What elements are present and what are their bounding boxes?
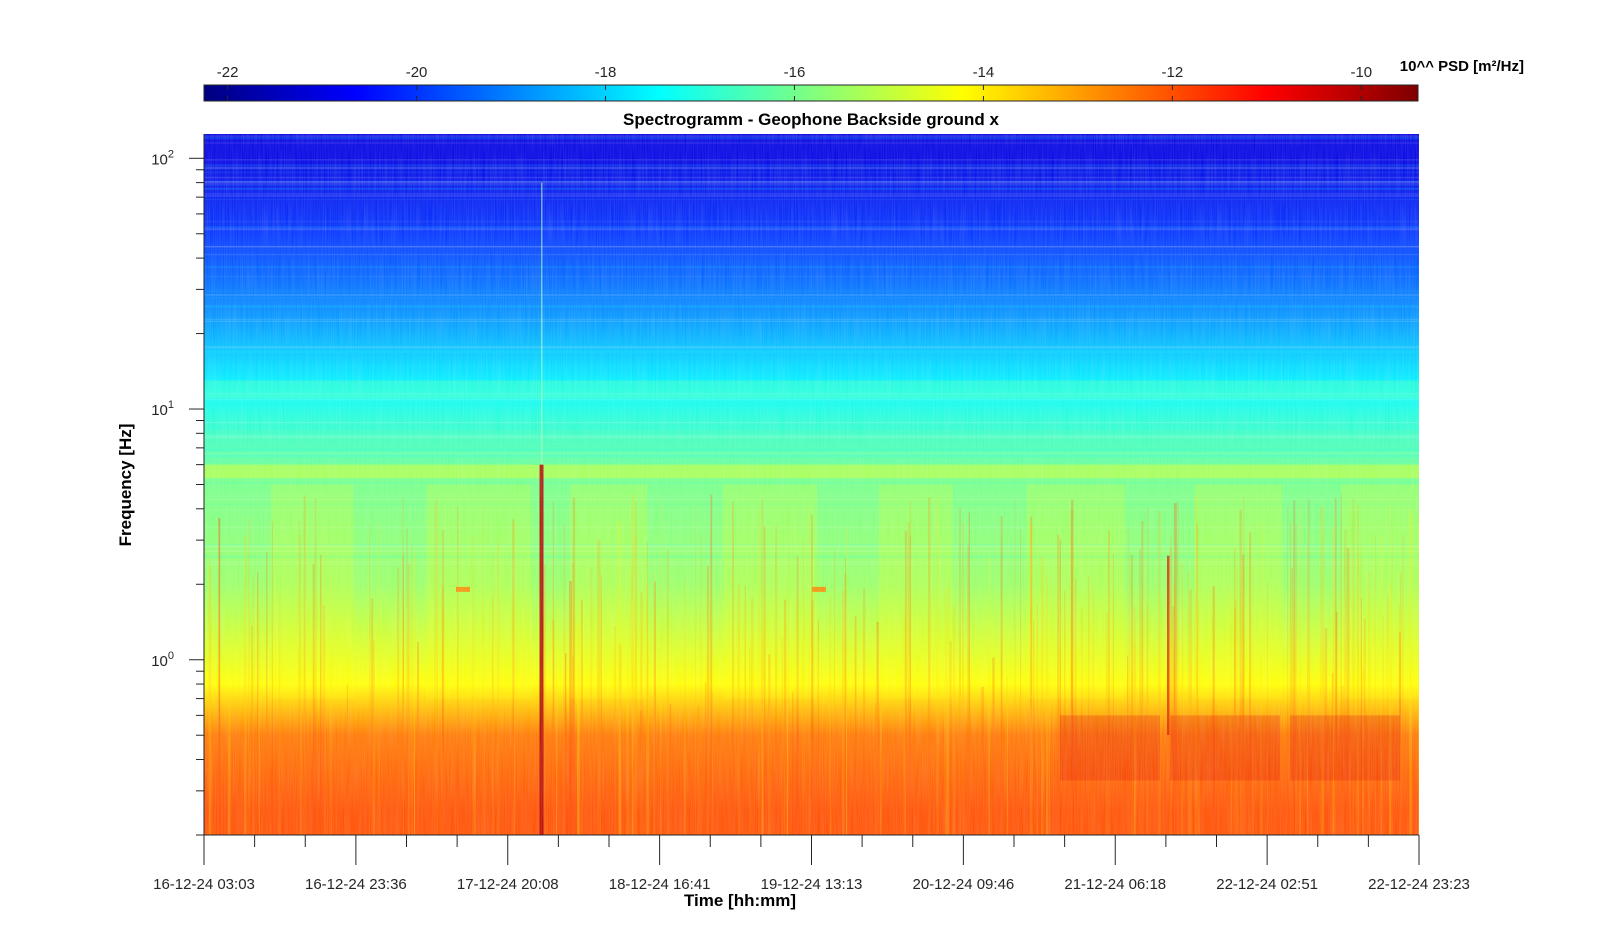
colorbar-tick-label: -12 (1162, 64, 1184, 81)
colorbar-tick-label: -22 (217, 64, 239, 81)
colorbar-gradient (203, 84, 1419, 102)
axes: 100 101 102 16-12-24 03:03 16-12-24 23:36 17… (151, 134, 1470, 893)
x-tick-label: 16-12-24 23:36 (305, 876, 407, 893)
x-axis-ticks: 16-12-24 03:03 16-12-24 23:36 17-12-24 20:… (153, 835, 1470, 893)
x-tick-label: 22-12-24 02:51 (1216, 876, 1318, 893)
x-tick-label: 22-12-24 23:23 (1368, 876, 1470, 893)
x-tick-label: 21-12-24 06:18 (1064, 876, 1166, 893)
colorbar-tick-label: -20 (406, 64, 428, 81)
y-tick-label: 100 (151, 650, 174, 670)
y-axis-label: Frequency [Hz] (116, 424, 135, 547)
x-tick-label: 18-12-24 16:41 (609, 876, 711, 893)
noise-texture (204, 134, 1419, 835)
colorbar-tick-label: -16 (784, 64, 806, 81)
colorbar: -22 -20 -18 -16 -14 -12 -10 10^^ PSD [m²/Hz] (203, 58, 1524, 102)
x-tick-label: 20-12-24 09:46 (913, 876, 1015, 893)
y-axis-ticks: 100 101 102 (151, 148, 204, 836)
colorbar-tick-label: -10 (1350, 64, 1372, 81)
x-tick-label: 16-12-24 03:03 (153, 876, 255, 893)
x-tick-label: 17-12-24 20:08 (457, 876, 559, 893)
chart-title: Spectrogramm - Geophone Backside ground … (623, 110, 1000, 129)
x-tick-label: 19-12-24 13:13 (761, 876, 863, 893)
colorbar-ticks: -22 -20 -18 -16 -14 -12 -10 (217, 64, 1372, 101)
colorbar-tick-label: -14 (973, 64, 995, 81)
colorbar-label: 10^^ PSD [m²/Hz] (1400, 58, 1524, 75)
colorbar-tick-label: -18 (595, 64, 617, 81)
y-tick-label: 102 (151, 148, 174, 168)
x-axis-label: Time [hh:mm] (684, 891, 796, 910)
y-tick-label: 101 (151, 399, 174, 419)
plot-area (204, 134, 1419, 835)
